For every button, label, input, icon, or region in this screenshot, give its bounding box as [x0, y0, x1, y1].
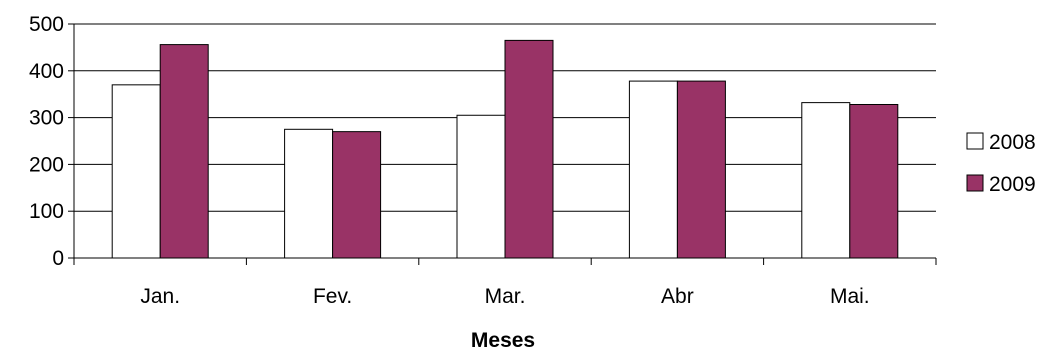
bar-2009-0: [159, 44, 209, 259]
y-tick-label: 200: [29, 153, 64, 176]
bar-2008-2: [456, 114, 506, 259]
x-tick-label: Jan.: [140, 285, 180, 308]
x-tick-label: Mai.: [830, 285, 870, 308]
x-axis-title: Meses: [471, 329, 535, 349]
x-axis-ticks: Jan. Fev. Mar. Abr Mai.: [73, 258, 937, 308]
y-tick-label: 0: [52, 247, 64, 270]
axes: [73, 24, 936, 259]
bar-2008-1: [284, 128, 334, 259]
bar-2009-4: [849, 103, 899, 259]
y-tick-label: 500: [29, 13, 64, 36]
x-tick-label: Fev.: [313, 285, 352, 308]
legend: 2008 2009: [966, 131, 1036, 196]
y-tick-label: 400: [29, 60, 64, 83]
bar-2009-3: [676, 80, 726, 259]
y-axis-ticks: 0 100 200 300 400 500: [29, 13, 74, 270]
y-tick-label: 300: [29, 107, 64, 130]
bar-2008-0: [111, 84, 161, 259]
x-tick-label: Abr: [661, 285, 694, 308]
bar-2009-2: [504, 39, 554, 259]
y-tick-label: 100: [29, 200, 64, 223]
legend-swatch-2008: [966, 132, 984, 150]
legend-label-2008: 2008: [989, 131, 1036, 154]
legend-label-2009: 2009: [989, 173, 1036, 196]
bars: [111, 39, 899, 259]
bar-2008-3: [628, 80, 678, 259]
x-tick-label: Mar.: [485, 285, 526, 308]
bar-2009-1: [332, 131, 382, 259]
legend-swatch-2009: [966, 174, 984, 192]
bar-2008-4: [801, 102, 851, 259]
